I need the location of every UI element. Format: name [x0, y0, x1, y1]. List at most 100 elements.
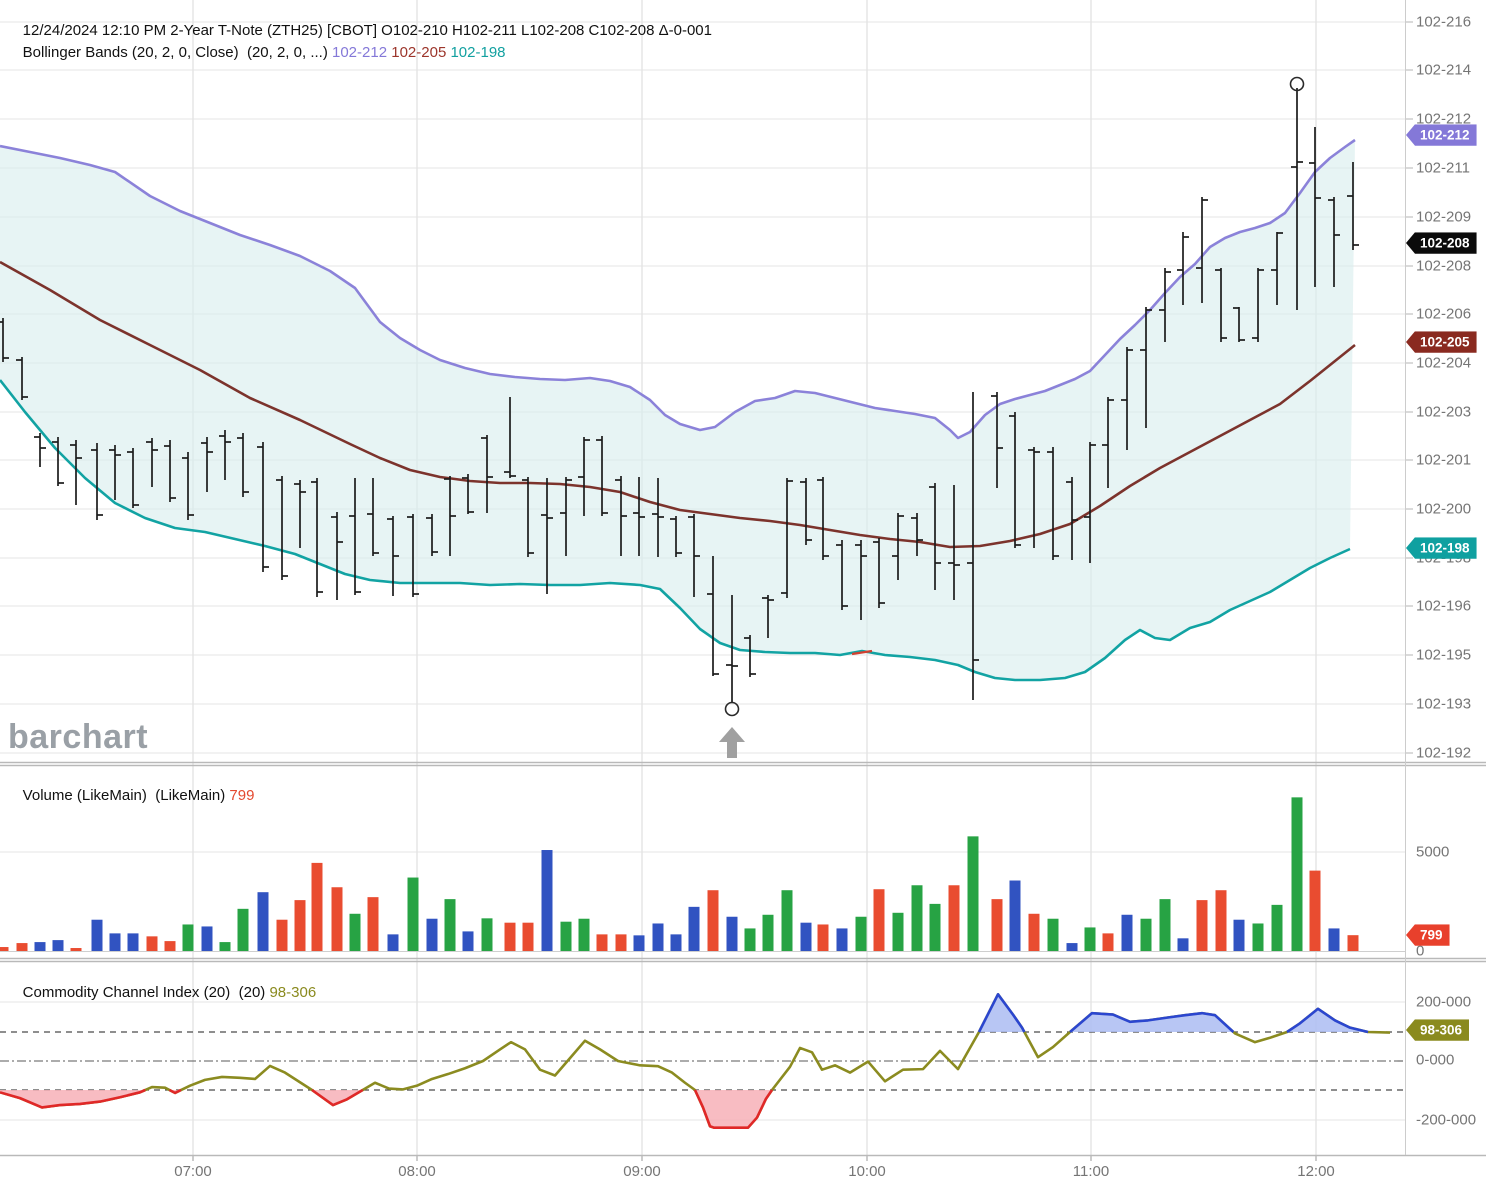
price-axis-label: 102-212 [1416, 110, 1472, 128]
volume-bar [615, 934, 627, 951]
volume-value: 799 [229, 787, 255, 804]
time-axis-label: 10:00 [848, 1163, 886, 1180]
volume-bar [522, 922, 534, 951]
volume-bar [504, 922, 516, 951]
volume-bar [1347, 935, 1359, 951]
volume-bar [387, 934, 399, 951]
volume-bar [726, 916, 738, 951]
volume-bar [1233, 919, 1245, 951]
cci-oversold-fill [695, 1090, 772, 1128]
volume-bar [331, 887, 343, 951]
volume-bar [596, 934, 608, 951]
extreme-circle-marker [1289, 76, 1305, 92]
cci-label[interactable]: Commodity Channel Index (20) (20) [22, 984, 270, 1001]
volume-bar [929, 903, 941, 951]
volume-bar [444, 899, 456, 951]
volume-bar [91, 919, 103, 951]
cci-value: 98-306 [269, 984, 317, 1001]
up-arrow-marker [719, 727, 745, 758]
price-axis-label: 102-196 [1416, 597, 1472, 615]
volume-bar [911, 885, 923, 951]
axis-value-badge: 799 [1406, 924, 1450, 946]
price-axis-label: 102-211 [1416, 159, 1470, 177]
cci-overbought-fill [979, 994, 1025, 1032]
bollinger-legend[interactable]: Bollinger Bands (20, 2, 0, Close) (20, 2… [6, 27, 506, 78]
volume-bar [164, 941, 176, 951]
volume-bar [578, 918, 590, 951]
bollinger-lower-value: 102-198 [450, 44, 506, 61]
cci-oversold-line [311, 1088, 364, 1107]
volume-bar [146, 936, 158, 951]
volume-bar [1177, 938, 1189, 951]
price-axis-label: 102-193 [1416, 695, 1472, 713]
volume-bar [991, 899, 1003, 951]
volume-bar [744, 928, 756, 951]
volume-bar [481, 918, 493, 951]
volume-bar [367, 897, 379, 951]
volume-bar [707, 890, 719, 951]
volume-bar [462, 931, 474, 951]
volume-bar [1271, 904, 1283, 951]
volume-bar [127, 933, 139, 951]
bollinger-middle-value: 102-205 [391, 44, 447, 61]
volume-bar [1047, 918, 1059, 951]
volume-axis-label: 5000 [1416, 843, 1450, 861]
volume-bar [1309, 870, 1321, 951]
bollinger-upper-value: 102-212 [332, 44, 388, 61]
volume-bar [311, 862, 323, 951]
price-axis-label: 102-192 [1416, 744, 1472, 762]
cci-overbought-line [977, 992, 1026, 1033]
bollinger-label[interactable]: Bollinger Bands (20, 2, 0, Close) (20, 2… [22, 44, 332, 61]
volume-bar [109, 933, 121, 951]
volume-bar [182, 924, 194, 951]
volume-legend[interactable]: Volume (LikeMain) (LikeMain) 799 [6, 770, 255, 821]
axis-value-badge: 102-212 [1406, 124, 1477, 146]
time-axis-label: 08:00 [398, 1163, 436, 1180]
volume-bar [781, 890, 793, 951]
volume-bar [1159, 899, 1171, 951]
volume-bar [873, 889, 885, 951]
cci-oversold-fill [312, 1090, 363, 1106]
volume-bar [257, 892, 269, 951]
volume-bar [652, 923, 664, 951]
volume-bar [34, 942, 46, 951]
volume-bar [800, 922, 812, 951]
price-axis-label: 102-200 [1416, 500, 1472, 518]
volume-bar [1102, 933, 1114, 951]
volume-bar [276, 919, 288, 951]
volume-bar [1215, 890, 1227, 951]
volume-bar [426, 918, 438, 951]
time-axis-label: 09:00 [623, 1163, 661, 1180]
volume-bar [407, 877, 419, 951]
price-axis-label: 102-214 [1416, 61, 1472, 79]
volume-axis-label: 0 [1416, 942, 1425, 960]
cci-oversold-line [693, 1089, 774, 1129]
time-axis-label: 12:00 [1297, 1163, 1335, 1180]
price-axis-label: 102-195 [1416, 646, 1472, 664]
volume-bar [1291, 797, 1303, 951]
volume-bar [1140, 918, 1152, 951]
volume-bar [219, 942, 231, 951]
volume-bar [1066, 943, 1078, 951]
cci-overbought-fill [1070, 1013, 1234, 1032]
bollinger-middle-band [0, 260, 1356, 549]
quote-header: 12/24/2024 12:10 PM 2-Year T-Note (ZTH25… [6, 5, 712, 56]
volume-bar [0, 947, 9, 951]
axis-value-badge: 102-205 [1406, 331, 1477, 353]
bollinger-upper-band [0, 138, 1356, 440]
time-axis-label: 07:00 [174, 1163, 212, 1180]
cci-overbought-line [1069, 1011, 1235, 1033]
barchart-logo: barchart [8, 718, 149, 756]
cci-oversold-fill [0, 1090, 146, 1108]
volume-bar [52, 940, 64, 951]
cci-legend[interactable]: Commodity Channel Index (20) (20) 98-306 [6, 967, 317, 1018]
volume-bar [1328, 928, 1340, 951]
cci-axis-label: -200-000 [1416, 1111, 1477, 1129]
volume-label[interactable]: Volume (LikeMain) (LikeMain) [22, 787, 230, 804]
quote-header-text: 12/24/2024 12:10 PM 2-Year T-Note (ZTH25… [22, 22, 712, 39]
price-axis-label: 102-216 [1416, 13, 1472, 31]
volume-bar [855, 916, 867, 951]
axis-value-badge: 102-198 [1406, 537, 1477, 559]
cci-oversold-line [168, 1088, 182, 1095]
